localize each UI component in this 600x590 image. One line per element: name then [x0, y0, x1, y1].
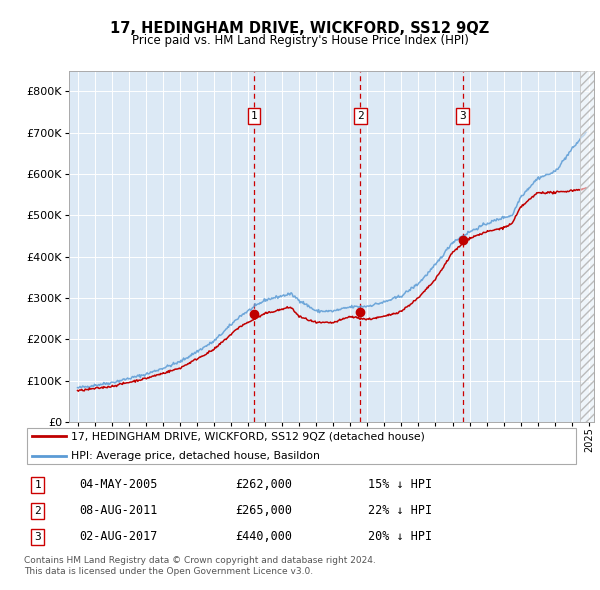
Text: 04-MAY-2005: 04-MAY-2005: [79, 478, 158, 491]
Text: 1: 1: [250, 112, 257, 121]
Text: £265,000: £265,000: [235, 504, 292, 517]
Text: Price paid vs. HM Land Registry's House Price Index (HPI): Price paid vs. HM Land Registry's House …: [131, 34, 469, 47]
Text: 2: 2: [357, 112, 364, 121]
Text: HPI: Average price, detached house, Basildon: HPI: Average price, detached house, Basi…: [71, 451, 320, 461]
Text: 3: 3: [459, 112, 466, 121]
Text: £262,000: £262,000: [235, 478, 292, 491]
Text: 15% ↓ HPI: 15% ↓ HPI: [368, 478, 432, 491]
Text: 20% ↓ HPI: 20% ↓ HPI: [368, 530, 432, 543]
Text: 2: 2: [35, 506, 41, 516]
Text: 08-AUG-2011: 08-AUG-2011: [79, 504, 158, 517]
Text: 22% ↓ HPI: 22% ↓ HPI: [368, 504, 432, 517]
Text: Contains HM Land Registry data © Crown copyright and database right 2024.
This d: Contains HM Land Registry data © Crown c…: [24, 556, 376, 576]
Text: 02-AUG-2017: 02-AUG-2017: [79, 530, 158, 543]
FancyBboxPatch shape: [27, 428, 576, 464]
Text: 1: 1: [35, 480, 41, 490]
Text: 17, HEDINGHAM DRIVE, WICKFORD, SS12 9QZ: 17, HEDINGHAM DRIVE, WICKFORD, SS12 9QZ: [110, 21, 490, 36]
Text: 3: 3: [35, 532, 41, 542]
Text: 17, HEDINGHAM DRIVE, WICKFORD, SS12 9QZ (detached house): 17, HEDINGHAM DRIVE, WICKFORD, SS12 9QZ …: [71, 431, 425, 441]
Text: £440,000: £440,000: [235, 530, 292, 543]
